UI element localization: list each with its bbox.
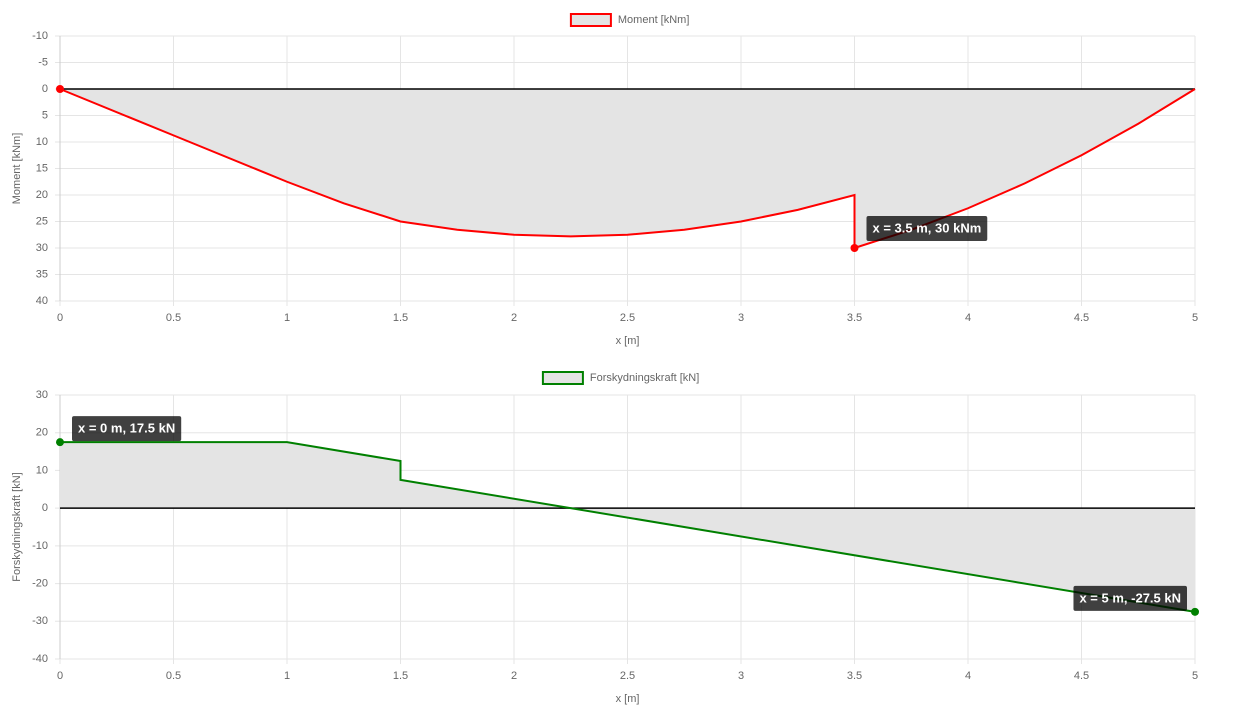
y-tick-label: 10 (36, 136, 48, 148)
y-tick-label: -10 (32, 540, 48, 552)
tooltip-text: x = 3.5 m, 30 kNm (873, 220, 982, 235)
line (59, 88, 1196, 250)
tooltip: x = 3.5 m, 30 kNm (866, 216, 988, 241)
x-tick-label: 5 (1192, 670, 1198, 682)
line (60, 441, 1196, 613)
area-fill (60, 89, 1195, 248)
tooltip-text: x = 0 m, 17.5 kN (78, 421, 175, 436)
x-tick-label: 1.5 (393, 670, 408, 682)
x-tick-label: 0 (57, 670, 63, 682)
point-marker (56, 85, 64, 93)
x-tick-label: 2.5 (620, 312, 635, 324)
legend-label: Moment [kNm] (618, 14, 690, 26)
y-tick-label: 30 (36, 242, 48, 254)
y-tick-label: 15 (36, 162, 48, 174)
x-tick-label: 3.5 (847, 312, 862, 324)
y-tick-label: 20 (36, 427, 48, 439)
legend: Moment [kNm] (569, 13, 690, 27)
legend-swatch (541, 371, 584, 385)
point-marker (850, 244, 859, 252)
x-tick-label: 4.5 (1074, 670, 1089, 682)
y-tick-label: 10 (36, 464, 48, 476)
x-tick-label: 4.5 (1074, 312, 1089, 324)
x-tick-label: 1 (284, 670, 290, 682)
x-tick-label: 2 (511, 312, 517, 324)
y-tick-label: -10 (32, 30, 48, 42)
x-tick-label: 5 (1192, 312, 1198, 324)
y-axis-title: Forskydningskraft [kN] (11, 472, 23, 581)
tooltip: x = 0 m, 17.5 kN (72, 416, 182, 442)
y-tick-label: -30 (32, 615, 48, 627)
y-tick-label: -40 (32, 653, 48, 665)
legend: Forskydningskraft [kN] (541, 371, 699, 385)
y-tick-label: 0 (42, 83, 48, 95)
y-tick-label: -20 (32, 577, 48, 589)
x-tick-label: 0.5 (166, 312, 181, 324)
x-tick-label: 3.5 (847, 670, 862, 682)
tooltip: x = 5 m, -27.5 kN (1073, 585, 1187, 611)
x-tick-label: 1.5 (393, 312, 408, 324)
legend-swatch (569, 13, 612, 27)
y-axis-title: Moment [kNm] (11, 133, 23, 205)
y-tick-label: 0 (42, 502, 48, 514)
y-tick-label: 20 (36, 189, 48, 201)
legend-label: Forskydningskraft [kN] (590, 372, 699, 384)
y-tick-label: 25 (36, 215, 48, 227)
x-tick-label: 4 (965, 670, 971, 682)
tooltip-box (1073, 585, 1187, 611)
y-tick-label: 30 (36, 389, 48, 401)
tooltip-box (866, 216, 988, 241)
tooltip-text: x = 5 m, -27.5 kN (1079, 590, 1181, 605)
x-axis-title: x [m] (616, 693, 640, 705)
y-tick-label: 35 (36, 268, 48, 280)
x-tick-label: 0.5 (166, 670, 181, 682)
point-marker (1191, 607, 1199, 616)
x-tick-label: 3 (738, 670, 744, 682)
x-tick-label: 2 (511, 670, 517, 682)
x-tick-label: 2.5 (620, 670, 635, 682)
x-tick-label: 3 (738, 312, 744, 324)
area-fill (60, 442, 1195, 612)
y-tick-label: 40 (36, 295, 48, 307)
point-marker (56, 438, 64, 447)
y-tick-label: 5 (42, 109, 48, 121)
x-tick-label: 1 (284, 312, 290, 324)
x-axis-title: x [m] (616, 335, 640, 347)
x-tick-label: 0 (57, 312, 63, 324)
y-tick-label: -5 (38, 56, 48, 68)
tooltip-box (72, 416, 182, 442)
x-tick-label: 4 (965, 312, 971, 324)
